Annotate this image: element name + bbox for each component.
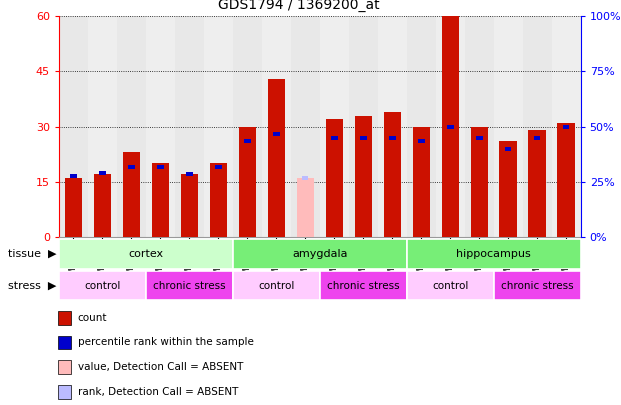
Text: chronic stress: chronic stress <box>501 281 573 290</box>
Text: stress  ▶: stress ▶ <box>8 281 57 290</box>
Text: chronic stress: chronic stress <box>153 281 225 290</box>
Bar <box>558 123 575 237</box>
Bar <box>204 16 233 237</box>
Bar <box>505 147 512 151</box>
Bar <box>325 119 343 237</box>
Bar <box>499 141 517 237</box>
Bar <box>494 271 581 300</box>
Text: rank, Detection Call = ABSENT: rank, Detection Call = ABSENT <box>78 387 238 397</box>
Text: control: control <box>258 281 294 290</box>
Bar <box>181 175 198 237</box>
Bar <box>412 126 430 237</box>
Bar <box>551 16 581 237</box>
Bar <box>65 178 82 237</box>
Bar <box>238 126 256 237</box>
Bar <box>58 311 71 324</box>
Text: tissue  ▶: tissue ▶ <box>8 249 57 259</box>
Bar <box>59 271 146 300</box>
Bar <box>320 16 349 237</box>
Title: GDS1794 / 1369200_at: GDS1794 / 1369200_at <box>218 0 380 13</box>
Text: hippocampus: hippocampus <box>456 249 531 259</box>
Text: value, Detection Call = ABSENT: value, Detection Call = ABSENT <box>78 362 243 372</box>
Bar <box>378 16 407 237</box>
Bar <box>407 271 494 300</box>
Bar <box>146 271 233 300</box>
Bar <box>273 132 279 136</box>
Bar <box>418 139 425 143</box>
Bar <box>268 79 285 237</box>
Bar <box>244 139 251 143</box>
Bar <box>534 136 540 140</box>
Bar <box>70 174 77 178</box>
Bar <box>117 16 146 237</box>
Bar <box>88 16 117 237</box>
Bar <box>349 16 378 237</box>
Bar <box>123 152 140 237</box>
Bar <box>297 178 314 237</box>
Text: percentile rank within the sample: percentile rank within the sample <box>78 337 253 347</box>
Bar <box>476 136 483 140</box>
Text: amygdala: amygdala <box>292 249 348 259</box>
Bar <box>152 163 169 237</box>
Bar <box>389 136 396 140</box>
Text: count: count <box>78 313 107 323</box>
Bar <box>442 16 459 237</box>
Bar <box>331 136 338 140</box>
Bar <box>215 165 222 169</box>
Bar <box>58 360 71 374</box>
Bar <box>465 16 494 237</box>
Bar <box>528 130 546 237</box>
Bar <box>157 165 164 169</box>
Bar <box>360 136 366 140</box>
Bar <box>262 16 291 237</box>
Bar <box>355 115 372 237</box>
Bar <box>99 171 106 175</box>
Bar <box>384 112 401 237</box>
Bar <box>58 336 71 349</box>
Bar <box>407 239 581 269</box>
Bar <box>94 175 111 237</box>
Bar <box>186 173 193 177</box>
Text: control: control <box>432 281 468 290</box>
Bar <box>233 239 407 269</box>
Bar <box>59 16 88 237</box>
Bar <box>563 125 569 128</box>
Bar <box>128 165 135 169</box>
Bar <box>302 177 309 180</box>
Bar <box>233 16 262 237</box>
Text: cortex: cortex <box>129 249 163 259</box>
Text: control: control <box>84 281 120 290</box>
Bar <box>436 16 465 237</box>
Bar <box>210 163 227 237</box>
Bar <box>58 385 71 399</box>
Bar <box>407 16 436 237</box>
Bar <box>447 125 453 128</box>
Bar <box>291 16 320 237</box>
Bar <box>471 126 488 237</box>
Text: chronic stress: chronic stress <box>327 281 399 290</box>
Bar <box>146 16 175 237</box>
Bar <box>494 16 523 237</box>
Bar <box>523 16 551 237</box>
Bar <box>233 271 320 300</box>
Bar <box>175 16 204 237</box>
Bar <box>320 271 407 300</box>
Bar <box>59 239 233 269</box>
